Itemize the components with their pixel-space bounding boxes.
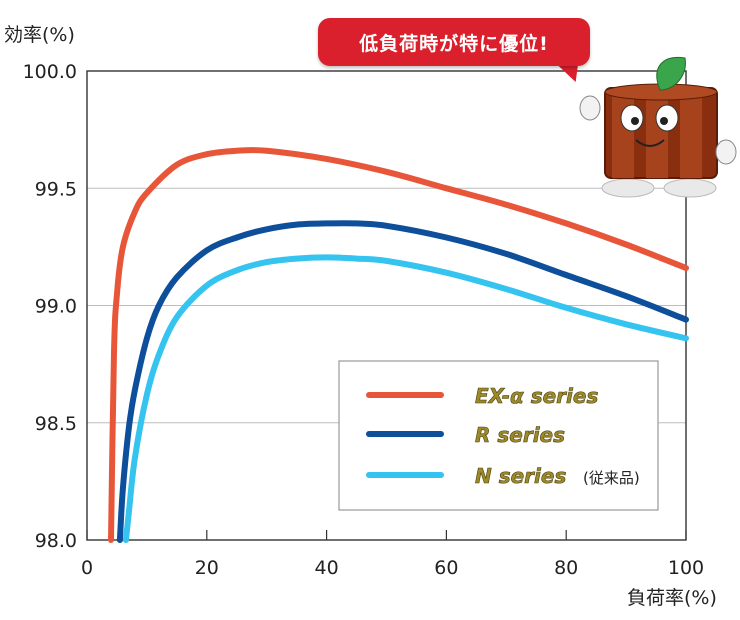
y-tick-label: 99.0 [35, 296, 77, 318]
y-tick-label: 98.5 [35, 413, 77, 435]
x-axis-label: 負荷率(%) [627, 587, 717, 609]
tick-labels: 98.0 98.5 99.0 99.5 100.0 0 20 40 60 80 100 [23, 61, 705, 579]
legend: EX-α series R series N series (従来品) [338, 360, 659, 511]
legend-label: EX-α series [475, 384, 598, 408]
series-lines [108, 146, 689, 543]
x-tick-label: 100 [668, 557, 704, 579]
legend-label: N series [475, 464, 566, 488]
x-tick-label: 20 [195, 557, 219, 579]
x-tick-label: 0 [81, 557, 93, 579]
legend-label: R series [475, 423, 565, 447]
x-tick-label: 80 [554, 557, 578, 579]
callout-badge: 低負荷時が特に優位! [318, 18, 590, 66]
series-line [108, 146, 689, 543]
x-tick-label: 40 [315, 557, 339, 579]
series-line [116, 220, 689, 543]
mascot-illustration [579, 56, 737, 198]
x-tick-label: 60 [434, 557, 458, 579]
axes [86, 70, 687, 541]
y-axis-label: 効率(%) [4, 24, 75, 46]
plot-frame [86, 70, 687, 541]
y-tick-label: 100.0 [23, 61, 77, 83]
y-tick-label: 98.0 [35, 530, 77, 552]
y-tick-label: 99.5 [35, 178, 77, 200]
series-line [122, 254, 689, 543]
legend-note: (従来品) [583, 469, 640, 487]
